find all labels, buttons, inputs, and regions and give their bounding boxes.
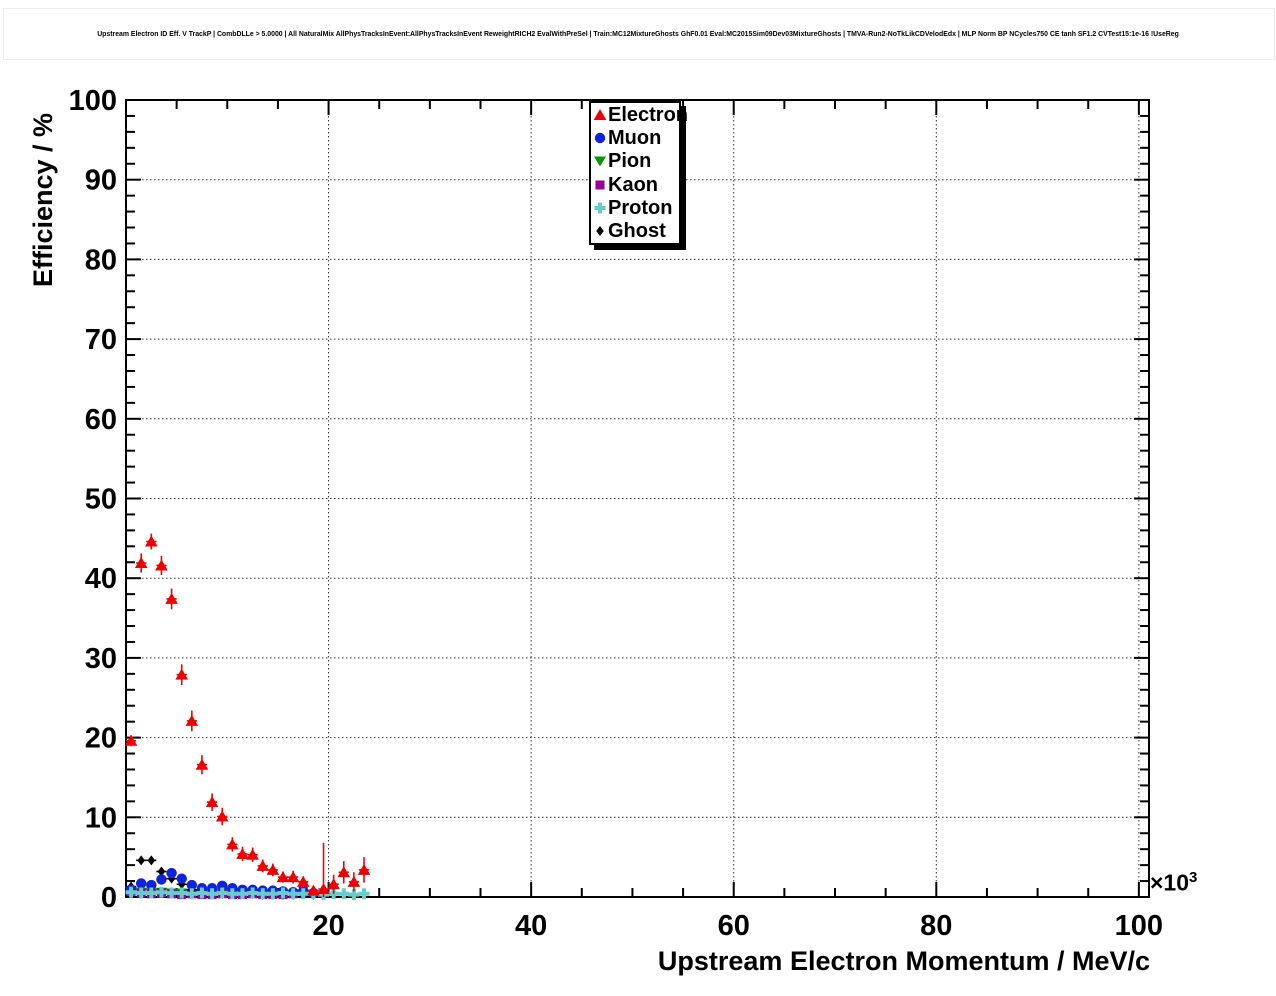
- legend-label-kaon: Kaon: [608, 173, 658, 196]
- y-axis-title: Efficiency / %: [28, 112, 58, 287]
- power-exponent: 3: [1189, 869, 1198, 886]
- legend-label-pion: Pion: [608, 150, 652, 173]
- legend-item-proton: Proton: [591, 196, 679, 219]
- legend-item-pion: Pion: [591, 150, 679, 173]
- gridlines: [126, 99, 1149, 897]
- y-tick-label: 70: [85, 324, 117, 356]
- legend-item-ghost: Ghost: [591, 219, 679, 242]
- tick-labels: 0 10 20 30 40 50 60 70 80 90 100 20 40 60 80 100: [69, 85, 1163, 942]
- x-tick-label: 60: [718, 910, 750, 942]
- x-axis-power-label: ×103: [1150, 869, 1197, 897]
- x-axis-title: Upstream Electron Momentum / MeV/c: [657, 946, 1150, 976]
- title-pad-border: [3, 8, 1275, 60]
- legend-item-kaon: Kaon: [591, 173, 679, 196]
- y-tick-label: 50: [85, 484, 117, 516]
- legend-label-muon: Muon: [608, 126, 662, 149]
- plot-title: Upstream Electron ID Eff. V TrackP | Com…: [97, 31, 1179, 38]
- y-tick-label: 20: [85, 723, 117, 755]
- proton-cross-icon: [591, 200, 608, 216]
- muon-circle-icon: [591, 130, 608, 146]
- y-tick-label: 60: [85, 404, 117, 436]
- legend-item-muon: Muon: [591, 126, 679, 149]
- y-tick-label: 10: [85, 802, 117, 834]
- electron-triangle-icon: [591, 107, 608, 123]
- power-base: ×10: [1150, 869, 1190, 896]
- legend-item-electron: Electron: [591, 103, 688, 126]
- series-electron: [124, 533, 371, 897]
- legend-label-proton: Proton: [608, 196, 673, 219]
- ghost-diamond-icon: [591, 223, 608, 239]
- x-tick-label: 100: [1115, 910, 1163, 942]
- legend-label-ghost: Ghost: [608, 220, 666, 243]
- x-tick-label: 80: [920, 910, 952, 942]
- legend-label-electron: Electron: [608, 103, 689, 126]
- y-tick-label: 0: [101, 882, 117, 914]
- y-tick-label: 40: [85, 563, 117, 595]
- x-tick-label: 40: [515, 910, 547, 942]
- y-tick-label: 30: [85, 643, 117, 675]
- kaon-square-icon: [591, 177, 608, 193]
- y-tick-label: 80: [85, 244, 117, 276]
- x-tick-label: 20: [312, 910, 344, 942]
- pion-triangle-icon: [591, 153, 608, 169]
- y-tick-label: 90: [85, 165, 117, 197]
- y-tick-label: 100: [69, 85, 117, 117]
- legend: Electron Muon Pion Kaon Proton Ghost: [589, 101, 688, 245]
